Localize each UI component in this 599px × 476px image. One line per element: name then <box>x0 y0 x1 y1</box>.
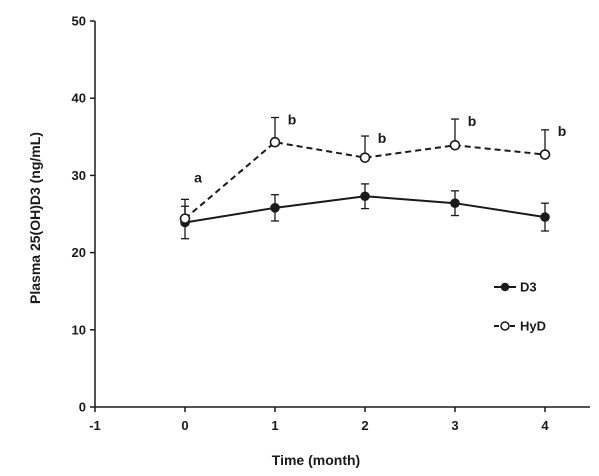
y-tick-label: 0 <box>79 400 86 415</box>
y-axis: 0 10 20 30 40 50 <box>72 14 96 415</box>
x-axis: -1 0 1 2 3 4 <box>89 406 590 433</box>
x-axis-title: Time (month) <box>272 452 360 468</box>
y-tick-label: 30 <box>72 168 86 183</box>
x-tick-label: 4 <box>541 418 549 433</box>
significance-label: b <box>558 123 567 139</box>
legend-marker-d3 <box>500 282 510 292</box>
y-tick-label: 10 <box>72 322 86 337</box>
series-d3 <box>180 183 550 240</box>
series-layer <box>179 116 551 240</box>
significance-label: b <box>288 111 297 127</box>
data-point-d3 <box>360 191 370 202</box>
x-tick-label: 2 <box>361 418 368 433</box>
data-point-hyd <box>539 149 551 160</box>
legend-marker-hyd <box>500 321 510 331</box>
legend: D3 HyD <box>494 280 546 334</box>
data-point-hyd <box>359 152 371 163</box>
data-point-hyd <box>269 136 281 148</box>
significance-label: b <box>468 113 477 129</box>
x-tick-label: -1 <box>89 418 101 433</box>
data-point-d3 <box>450 198 460 208</box>
series-line-hyd <box>184 141 546 220</box>
x-tick-label: 1 <box>271 418 278 433</box>
data-point-d3 <box>540 212 550 222</box>
data-point-hyd <box>179 213 191 224</box>
annotation-layer: a b b b b <box>194 111 566 185</box>
legend-item-d3: D3 <box>494 280 537 295</box>
y-tick-label: 50 <box>72 14 86 29</box>
legend-label-hyd: HyD <box>520 319 546 334</box>
x-tick-label: 0 <box>181 418 188 433</box>
legend-item-hyd: HyD <box>494 319 546 334</box>
legend-label-d3: D3 <box>520 280 537 295</box>
y-axis-title: Plasma 25(OH)D3 (ng/mL) <box>27 132 43 304</box>
y-tick-label: 20 <box>72 245 86 260</box>
significance-label: b <box>378 130 387 146</box>
data-point-hyd <box>449 139 461 151</box>
x-tick-label: 3 <box>451 418 458 433</box>
series-hyd <box>179 116 551 224</box>
significance-label: a <box>194 169 202 185</box>
data-point-d3 <box>270 203 280 213</box>
y-tick-label: 40 <box>72 91 86 106</box>
